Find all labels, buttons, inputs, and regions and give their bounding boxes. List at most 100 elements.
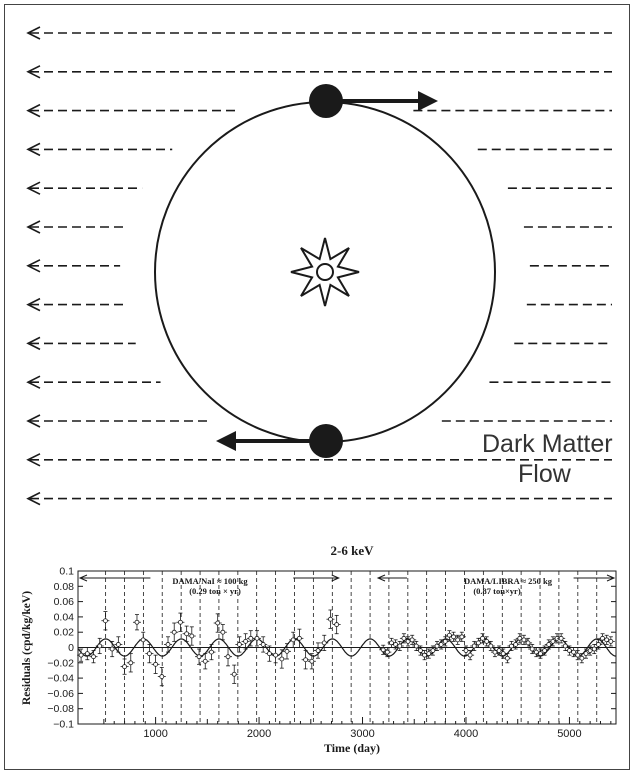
data-point bbox=[241, 633, 250, 650]
data-point bbox=[383, 647, 392, 658]
data-point bbox=[548, 636, 557, 647]
data-point bbox=[412, 640, 421, 651]
data-point bbox=[594, 639, 603, 650]
dama-libra-range-arrow bbox=[376, 574, 616, 582]
flow-arrow-icon bbox=[26, 259, 612, 273]
annual-boundary-lines bbox=[105, 571, 598, 724]
data-point bbox=[519, 634, 528, 645]
data-point bbox=[170, 622, 179, 642]
data-point bbox=[428, 645, 437, 656]
data-point bbox=[408, 634, 417, 645]
data-point bbox=[314, 642, 323, 659]
data-point bbox=[569, 647, 578, 658]
data-point bbox=[602, 634, 611, 645]
data-point bbox=[379, 644, 388, 655]
flow-arrow-icon bbox=[26, 181, 612, 195]
earth-icon-december bbox=[309, 424, 343, 458]
y-tick-label: −0.04 bbox=[47, 673, 74, 685]
data-point bbox=[445, 630, 454, 641]
flow-arrow-icon bbox=[26, 103, 612, 118]
flow-label-line2: Flow bbox=[518, 460, 571, 488]
sun-icon bbox=[290, 237, 360, 307]
data-point bbox=[515, 633, 524, 644]
data-point bbox=[478, 633, 487, 644]
data-point bbox=[207, 644, 216, 661]
data-point bbox=[307, 653, 316, 670]
data-point bbox=[295, 628, 304, 648]
x-tick-label: 5000 bbox=[557, 728, 581, 740]
flow-arrow-icon bbox=[26, 491, 612, 506]
data-point bbox=[252, 630, 261, 647]
data-point bbox=[95, 637, 104, 655]
dama-nai-range-arrow bbox=[78, 574, 340, 582]
data-point bbox=[77, 648, 86, 662]
data-point bbox=[511, 639, 520, 650]
flow-arrow-icon bbox=[26, 26, 612, 40]
figure-frame bbox=[4, 4, 630, 770]
data-point bbox=[581, 648, 590, 659]
dama-libra-exposure: (0.87 ton×yr) bbox=[473, 586, 521, 596]
data-point bbox=[224, 647, 233, 667]
data-point bbox=[544, 639, 553, 650]
data-point bbox=[482, 636, 491, 647]
data-point bbox=[437, 639, 446, 650]
data-point bbox=[470, 640, 479, 651]
data-point bbox=[449, 631, 458, 642]
x-tick-label: 2000 bbox=[247, 728, 271, 740]
data-point bbox=[395, 640, 404, 651]
data-point bbox=[561, 640, 570, 651]
x-axis-label: Time (day) bbox=[324, 741, 380, 755]
flow-arrow-icon bbox=[26, 142, 612, 157]
flow-arrow-icon bbox=[26, 414, 612, 428]
data-point bbox=[282, 643, 291, 660]
orbit-diagram bbox=[26, 26, 612, 506]
data-point bbox=[524, 637, 533, 648]
y-tick-label: 0.08 bbox=[54, 581, 75, 593]
flow-label-line1: Dark Matter bbox=[482, 430, 613, 458]
data-point bbox=[114, 636, 123, 653]
data-point bbox=[201, 653, 210, 670]
dama-nai-exposure: (0.29 ton × yr) bbox=[189, 586, 241, 596]
data-point bbox=[486, 640, 495, 651]
y-tick-label: −0.1 bbox=[53, 719, 74, 731]
data-point bbox=[326, 609, 335, 629]
data-point bbox=[528, 644, 537, 655]
data-point bbox=[391, 639, 400, 650]
data-point bbox=[536, 648, 545, 659]
data-point bbox=[259, 636, 268, 653]
data-point bbox=[557, 633, 566, 644]
data-point bbox=[271, 647, 280, 664]
data-point bbox=[108, 640, 117, 658]
data-point bbox=[235, 636, 244, 653]
data-point bbox=[565, 645, 574, 656]
y-tick-label: 0.1 bbox=[59, 566, 74, 578]
flow-arrow-icon bbox=[26, 375, 612, 389]
x-tick-label: 1000 bbox=[143, 728, 167, 740]
data-point bbox=[277, 649, 286, 669]
flow-arrow-icon bbox=[26, 453, 612, 467]
x-tick-label: 4000 bbox=[454, 728, 478, 740]
y-tick-label: 0.02 bbox=[54, 627, 75, 639]
data-point bbox=[399, 633, 408, 644]
y-tick-label: −0.06 bbox=[47, 688, 74, 700]
data-point bbox=[195, 648, 204, 665]
flow-arrow-icon bbox=[26, 65, 612, 79]
data-point bbox=[120, 658, 129, 675]
data-point bbox=[151, 654, 160, 674]
y-tick-label: 0 bbox=[68, 642, 74, 654]
data-point bbox=[218, 624, 227, 641]
data-point bbox=[89, 650, 98, 664]
data-point bbox=[332, 614, 341, 635]
dark-matter-flow-lines bbox=[26, 26, 612, 506]
data-point bbox=[573, 650, 582, 661]
data-point bbox=[132, 614, 141, 631]
dama-nai-label: DAMA/NaI ≈ 100 kg bbox=[172, 576, 248, 586]
data-point bbox=[182, 625, 191, 642]
y-axis-label: Residuals (cpd/kg/keV) bbox=[21, 591, 33, 705]
x-tick-label: 3000 bbox=[350, 728, 374, 740]
data-point bbox=[606, 636, 615, 647]
earth-icon-june bbox=[309, 84, 343, 118]
y-axis-ticks: −0.1 −0.08 −0.06 −0.04 −0.02 0 0.02 0.04 0.06 0.0… bbox=[47, 566, 616, 731]
flow-arrow-icon bbox=[26, 220, 612, 234]
